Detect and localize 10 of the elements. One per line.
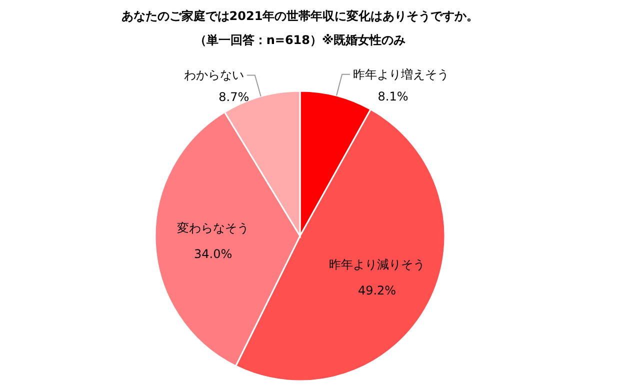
data-label: 8.7% <box>218 90 250 104</box>
title: あなたのご家庭では2021年の世帯年収に変化はありそうですか。 <box>121 9 479 23</box>
slice-label: 昨年より減りそう <box>329 257 426 272</box>
data-label: 34.0% <box>194 246 232 261</box>
subtitle: （単一回答：n=618）※既婚女性のみ <box>194 33 406 47</box>
slice-label: 昨年より増えそう <box>353 67 450 82</box>
slice-label: 変わらなそう <box>177 220 250 235</box>
data-label: 8.1% <box>378 89 408 104</box>
slice-label: わからない <box>184 68 244 82</box>
data-label: 49.2% <box>358 283 396 298</box>
